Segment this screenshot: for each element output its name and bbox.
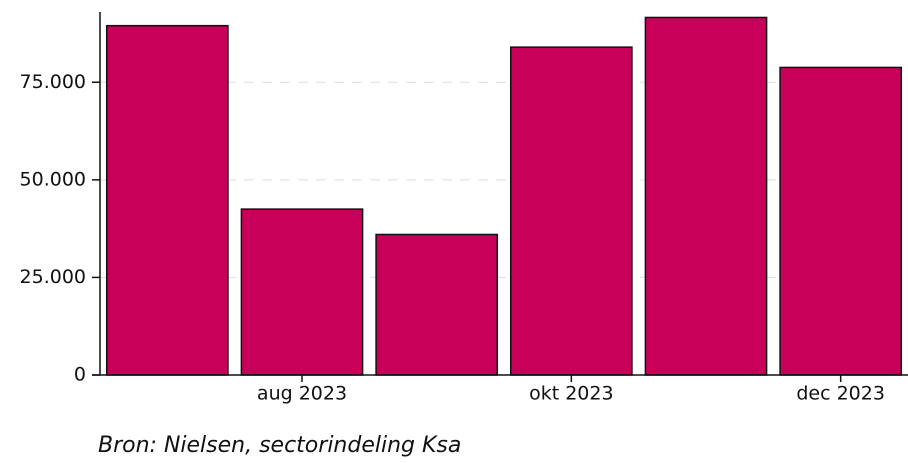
y-tick-label: 50.000 xyxy=(20,168,86,190)
y-tick-label: 25.000 xyxy=(20,266,86,288)
bar xyxy=(509,46,633,376)
x-tick-label: aug 2023 xyxy=(257,383,347,405)
x-tick-label: dec 2023 xyxy=(796,383,885,405)
y-tick-label: 0 xyxy=(74,364,86,386)
bar xyxy=(779,66,903,376)
bar xyxy=(375,233,499,376)
x-tick-label: okt 2023 xyxy=(529,383,613,405)
bar xyxy=(240,208,364,376)
bar xyxy=(644,16,768,376)
y-tick-label: 75.000 xyxy=(20,71,86,93)
source-note: Bron: Nielsen, sectorindeling Ksa xyxy=(98,433,461,458)
bar xyxy=(105,24,229,376)
